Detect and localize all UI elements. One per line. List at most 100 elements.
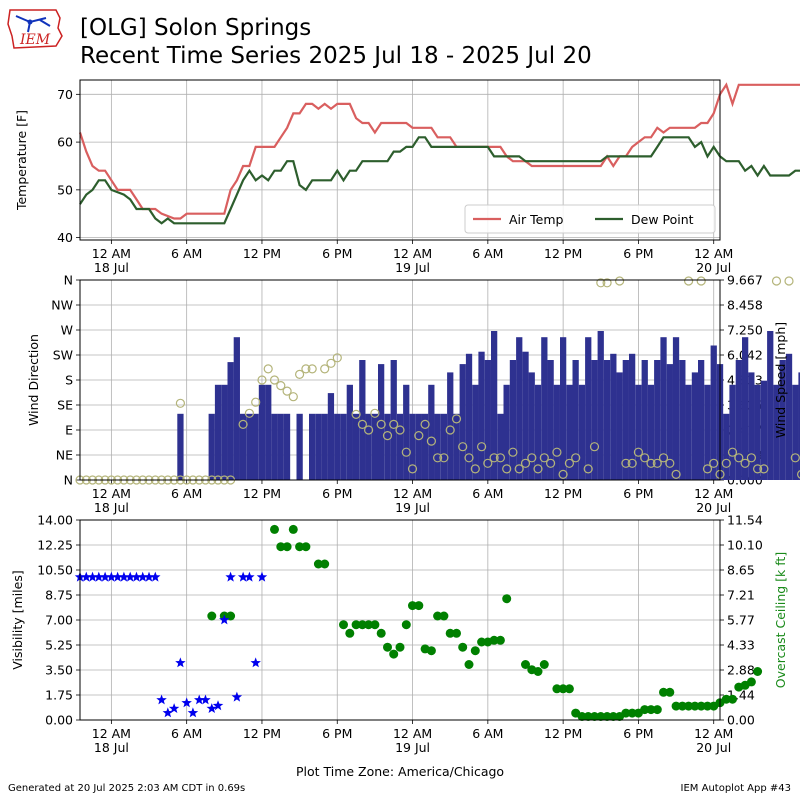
wind-direction-marker <box>702 464 713 474</box>
wind-direction-marker <box>477 442 487 452</box>
ceiling-marker <box>721 694 731 704</box>
wind-direction-marker <box>658 453 669 463</box>
x-tick-label: 6 PM <box>623 246 653 261</box>
visibility-axis-label: Visibility [miles] <box>10 570 25 669</box>
wind-direction-marker <box>671 469 681 479</box>
ceiling-tick-label: 8.65 <box>727 563 755 578</box>
wind-direction-marker <box>351 409 361 419</box>
x-tick-label: 12 PM <box>243 246 281 261</box>
ceiling-marker <box>395 642 405 652</box>
wind-direction-marker <box>414 431 424 441</box>
x-tick-label: 6 PM <box>322 486 352 501</box>
x-tick-label: 12 AM <box>694 246 733 261</box>
wind-speed-bar <box>603 360 611 480</box>
wind-direction-marker <box>332 353 342 363</box>
wind-speed-bar <box>478 351 485 480</box>
wind-direction-marker <box>696 276 706 286</box>
wind-speed-bar <box>760 380 768 480</box>
wind-direction-marker <box>401 447 411 457</box>
wind-speed-bar <box>491 331 498 480</box>
ceiling-marker <box>383 642 392 652</box>
chart-title: [OLG] Solon Springs Recent Time Series 2… <box>80 14 592 70</box>
wind-speed-bar <box>572 360 579 480</box>
ceiling-marker <box>684 701 694 711</box>
wind-direction-marker <box>640 453 650 463</box>
wind-direction-marker <box>288 392 298 402</box>
ceiling-marker <box>351 620 361 630</box>
visibility-tick-label: 0.00 <box>45 713 73 728</box>
wind-direction-marker <box>627 458 637 468</box>
ceiling-marker <box>703 701 712 711</box>
panel-1-border <box>79 79 721 241</box>
wind-direction-marker <box>282 386 292 396</box>
ceiling-marker <box>370 620 380 630</box>
wind-speed-bar <box>315 413 322 480</box>
ceiling-marker <box>339 620 348 630</box>
wind-direction-marker <box>470 464 480 474</box>
ceiling-marker <box>345 628 355 638</box>
wind-direction-marker <box>797 470 800 479</box>
visibility-marker <box>200 694 211 705</box>
wind-direction-marker <box>571 453 581 463</box>
x-tick-date-label: 18 Jul <box>94 260 129 275</box>
generated-note: Generated at 20 Jul 2025 2:03 AM CDT in … <box>8 783 246 794</box>
visibility-marker <box>231 691 243 702</box>
wind-speed-bar <box>327 393 335 480</box>
x-tick-label: 6 AM <box>171 726 202 741</box>
ceiling-marker <box>270 524 279 534</box>
ceiling-marker <box>552 684 562 694</box>
ceiling-marker <box>590 712 599 721</box>
x-tick-date-label: 19 Jul <box>395 260 430 275</box>
iem-logo: IEM <box>6 6 64 52</box>
visibility-marker <box>219 614 230 625</box>
ceiling-marker <box>583 712 593 721</box>
wind-speed-bar <box>208 413 215 480</box>
visibility-marker <box>112 571 123 582</box>
visibility-tick-label: 3.50 <box>45 663 73 678</box>
wind-speed-bar <box>660 337 667 480</box>
visibility-marker <box>156 694 167 705</box>
ceiling-marker <box>439 611 449 621</box>
wind-speed-bar <box>497 413 504 480</box>
wind-speed-bar <box>428 384 435 480</box>
wind-speed-bar <box>679 360 686 480</box>
x-tick-label: 12 PM <box>544 486 582 501</box>
visibility-marker <box>187 707 199 718</box>
ceiling-marker <box>320 559 330 569</box>
ceiling-marker <box>665 687 675 697</box>
wind-direction-marker <box>320 364 330 374</box>
wind-speed-bar <box>503 384 510 480</box>
visibility-marker <box>194 694 205 705</box>
wind-speed-tick-label: 8.458 <box>727 298 763 313</box>
wind-direction-marker <box>539 453 549 463</box>
wind-direction-marker <box>621 458 631 468</box>
wind-direction-marker <box>301 364 311 374</box>
wind-speed-bar <box>560 337 567 480</box>
x-tick-label: 12 AM <box>393 726 432 741</box>
wind-direction-marker <box>646 458 656 468</box>
wind-speed-bar <box>553 384 560 480</box>
x-tick-label: 6 PM <box>623 726 653 741</box>
title-line-2: Recent Time Series 2025 Jul 18 - 2025 Ju… <box>80 43 592 69</box>
wind-speed-bar <box>704 384 711 480</box>
wind-speed-bar <box>698 360 705 480</box>
ceiling-marker <box>502 594 512 604</box>
x-tick-label: 6 AM <box>472 726 503 741</box>
ceiling-marker <box>627 708 637 718</box>
wind-direction-marker <box>784 276 794 286</box>
visibility-marker <box>150 571 161 582</box>
wind-speed-bar <box>528 372 535 480</box>
wind-direction-marker <box>508 447 518 457</box>
x-tick-date-label: 20 Jul <box>696 740 731 755</box>
wind-direction-marker <box>433 453 443 463</box>
ceiling-marker <box>408 601 417 611</box>
wind-direction-marker <box>464 453 474 463</box>
temp-y-tick-label: 60 <box>57 135 73 150</box>
wind-speed-bar <box>396 413 404 480</box>
wind-direction-marker <box>389 419 399 429</box>
visibility-tick-label: 5.25 <box>45 638 73 653</box>
x-tick-date-label: 18 Jul <box>94 740 129 755</box>
ceiling-marker <box>477 637 487 647</box>
wind-speed-bar <box>233 337 240 480</box>
